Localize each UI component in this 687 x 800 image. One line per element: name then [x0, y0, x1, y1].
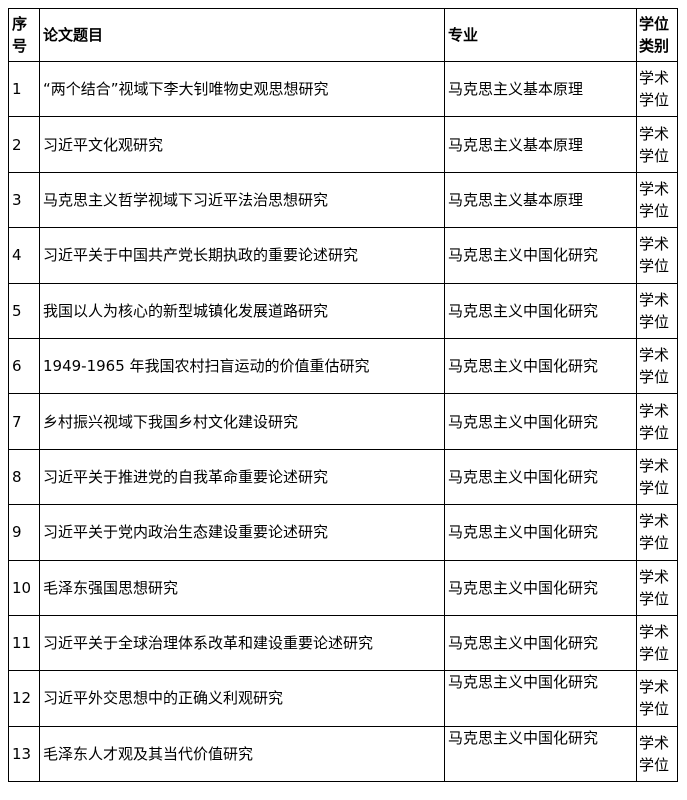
cell-title: 习近平文化观研究 [39, 116, 445, 173]
header-row: 序号 论文题目 专业 学位类别 [8, 8, 678, 62]
cell-degree: 学术学位 [636, 670, 678, 727]
cell-title: 习近平外交思想中的正确义利观研究 [39, 670, 445, 727]
cell-degree: 学术学位 [636, 171, 678, 229]
cell-degree: 学术学位 [636, 227, 678, 284]
cell-major: 马克思主义基本原理 [444, 171, 637, 229]
header-title: 论文题目 [39, 8, 445, 62]
cell-degree: 学术学位 [636, 116, 678, 173]
cell-index: 1 [8, 60, 40, 118]
cell-degree: 学术学位 [636, 337, 678, 395]
cell-title: 习近平关于党内政治生态建设重要论述研究 [39, 504, 445, 561]
cell-degree: 学术学位 [636, 559, 678, 616]
cell-major: 马克思主义中国化研究 [444, 337, 637, 395]
cell-major: 马克思主义中国化研究 [444, 504, 637, 561]
cell-index: 12 [8, 670, 40, 727]
cell-degree: 学术学位 [636, 393, 678, 450]
cell-title: 毛泽东强国思想研究 [39, 559, 445, 616]
table-row: 10 毛泽东强国思想研究 马克思主义中国化研究 学术学位 [8, 559, 678, 616]
cell-index: 10 [8, 559, 40, 616]
table-row: 3 马克思主义哲学视域下习近平法治思想研究 马克思主义基本原理 学术学位 [8, 171, 678, 229]
cell-major: 马克思主义中国化研究 [444, 282, 637, 339]
cell-degree: 学术学位 [636, 60, 678, 118]
cell-index: 6 [8, 337, 40, 395]
cell-index: 4 [8, 227, 40, 284]
cell-index: 11 [8, 614, 40, 672]
thesis-table: 序号 论文题目 专业 学位类别 1 “两个结合”视域下李大钊唯物史观思想研究 马克思… [8, 8, 678, 783]
cell-index: 3 [8, 171, 40, 229]
cell-title: 1949-1965 年我国农村扫盲运动的价值重估研究 [39, 337, 445, 395]
cell-title: 我国以人为核心的新型城镇化发展道路研究 [39, 282, 445, 339]
cell-major: 马克思主义中国化研究 [444, 725, 637, 783]
header-degree: 学位类别 [636, 8, 678, 62]
table-row: 13 毛泽东人才观及其当代价值研究 马克思主义中国化研究 学术学位 [8, 725, 678, 783]
cell-title: 习近平关于全球治理体系改革和建设重要论述研究 [39, 614, 445, 672]
header-major: 专业 [444, 8, 637, 62]
cell-major: 马克思主义中国化研究 [444, 614, 637, 672]
cell-major: 马克思主义基本原理 [444, 60, 637, 118]
table-row: 11 习近平关于全球治理体系改革和建设重要论述研究 马克思主义中国化研究 学术学位 [8, 614, 678, 672]
table-row: 2 习近平文化观研究 马克思主义基本原理 学术学位 [8, 116, 678, 173]
cell-index: 9 [8, 504, 40, 561]
cell-degree: 学术学位 [636, 614, 678, 672]
cell-major: 马克思主义基本原理 [444, 116, 637, 173]
cell-degree: 学术学位 [636, 504, 678, 561]
cell-index: 2 [8, 116, 40, 173]
table-row: 1 “两个结合”视域下李大钊唯物史观思想研究 马克思主义基本原理 学术学位 [8, 60, 678, 118]
table-row: 9 习近平关于党内政治生态建设重要论述研究 马克思主义中国化研究 学术学位 [8, 504, 678, 561]
cell-major: 马克思主义中国化研究 [444, 448, 637, 506]
cell-index: 5 [8, 282, 40, 339]
cell-degree: 学术学位 [636, 282, 678, 339]
cell-index: 8 [8, 448, 40, 506]
cell-major: 马克思主义中国化研究 [444, 393, 637, 450]
table-row: 4 习近平关于中国共产党长期执政的重要论述研究 马克思主义中国化研究 学术学位 [8, 227, 678, 284]
header-index: 序号 [8, 8, 40, 62]
cell-degree: 学术学位 [636, 725, 678, 783]
table-row: 7 乡村振兴视域下我国乡村文化建设研究 马克思主义中国化研究 学术学位 [8, 393, 678, 450]
table-row: 5 我国以人为核心的新型城镇化发展道路研究 马克思主义中国化研究 学术学位 [8, 282, 678, 339]
table-row: 12 习近平外交思想中的正确义利观研究 马克思主义中国化研究 学术学位 [8, 670, 678, 727]
cell-title: 习近平关于中国共产党长期执政的重要论述研究 [39, 227, 445, 284]
cell-title: 乡村振兴视域下我国乡村文化建设研究 [39, 393, 445, 450]
cell-title: 毛泽东人才观及其当代价值研究 [39, 725, 445, 783]
cell-degree: 学术学位 [636, 448, 678, 506]
cell-index: 13 [8, 725, 40, 783]
cell-major: 马克思主义中国化研究 [444, 670, 637, 727]
cell-major: 马克思主义中国化研究 [444, 559, 637, 616]
cell-title: 习近平关于推进党的自我革命重要论述研究 [39, 448, 445, 506]
table-row: 6 1949-1965 年我国农村扫盲运动的价值重估研究 马克思主义中国化研究 学术学… [8, 337, 678, 395]
cell-title: 马克思主义哲学视域下习近平法治思想研究 [39, 171, 445, 229]
cell-title: “两个结合”视域下李大钊唯物史观思想研究 [39, 60, 445, 118]
table-row: 8 习近平关于推进党的自我革命重要论述研究 马克思主义中国化研究 学术学位 [8, 448, 678, 506]
cell-major: 马克思主义中国化研究 [444, 227, 637, 284]
cell-index: 7 [8, 393, 40, 450]
